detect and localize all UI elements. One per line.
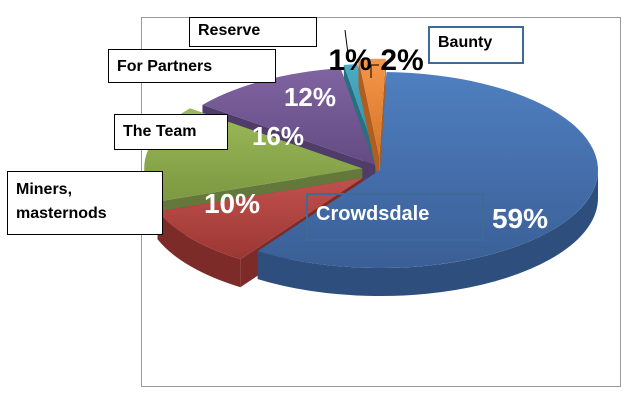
- callout-reserve: Reserve: [189, 17, 317, 47]
- pie-slice-top-for-partners: [202, 68, 375, 165]
- data-label-reserve: 1%: [328, 44, 371, 77]
- callout-crowdsdale: Crowdsdale: [306, 193, 484, 241]
- pie-slice-wall-baunty-0: [358, 59, 380, 185]
- pie-slice-top-crowdsdale: [257, 72, 599, 268]
- callout-baunty: Baunty: [428, 26, 524, 64]
- data-label-the-team: 16%: [252, 121, 304, 151]
- pie-slice-baunty: [358, 58, 386, 185]
- data-label-miners-masternods: 10%: [204, 188, 260, 219]
- data-label-crowdsdale: 59%: [492, 203, 548, 234]
- pie-slice-top-miners-masternods: [157, 178, 363, 260]
- pie-slice-side-crowdsdale: [257, 170, 598, 296]
- callout-for-partners: For Partners: [108, 49, 276, 83]
- pie-slice-wall-baunty-1: [379, 58, 386, 185]
- callout-miners: Miners, masternods: [7, 171, 163, 235]
- callout-the-team: The Team: [114, 114, 228, 150]
- leader-line-reserve: [344, 29, 350, 63]
- pie-slice-crowdsdale: [257, 72, 599, 296]
- pie-slice-top-baunty: [358, 58, 386, 157]
- data-label-baunty: 2%: [380, 44, 423, 77]
- pie-slice-side-miners-masternods: [157, 211, 241, 288]
- data-label-for-partners: 12%: [284, 82, 336, 112]
